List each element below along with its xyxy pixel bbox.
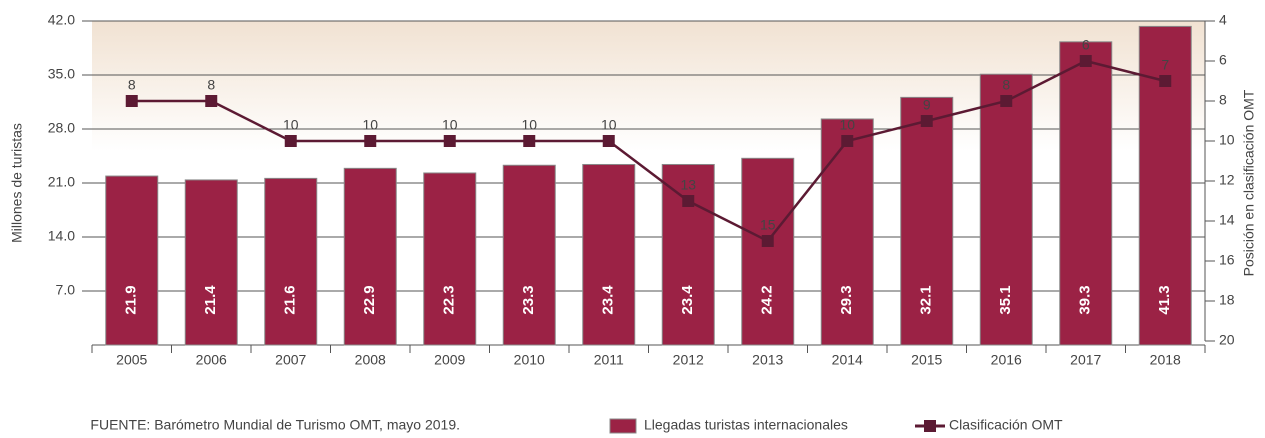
- bar: [741, 157, 795, 346]
- bar-value-label: 21.6: [282, 285, 299, 314]
- legend-swatch: [924, 420, 936, 432]
- line-value-label: 7: [1161, 57, 1169, 73]
- bar-value-label: 23.4: [679, 285, 696, 315]
- source: FUENTE: Barómetro Mundial de Turismo OMT…: [90, 417, 460, 433]
- x-tick-label: 2013: [752, 352, 783, 368]
- line-value-label: 13: [680, 177, 696, 193]
- bar: [264, 177, 318, 346]
- line-marker: [602, 135, 615, 147]
- x-tick-label: 2010: [514, 352, 545, 368]
- line-marker: [523, 135, 536, 147]
- line-marker: [1079, 55, 1092, 67]
- bar-value-label: 29.3: [838, 285, 855, 314]
- line-marker: [841, 135, 854, 147]
- y2-tick-label: 10: [1219, 132, 1235, 148]
- x-tick-label: 2018: [1150, 352, 1181, 368]
- y2-tick-label: 18: [1219, 292, 1235, 308]
- bar: [979, 73, 1033, 346]
- bar: [582, 163, 636, 346]
- bar: [1059, 41, 1113, 346]
- bar: [900, 96, 954, 346]
- line-marker: [205, 95, 218, 107]
- bar-value-label: 22.9: [361, 285, 378, 314]
- bar: [820, 118, 874, 346]
- y-tick-label: 42.0: [48, 12, 75, 28]
- line-marker: [682, 195, 695, 207]
- y2-tick-label: 6: [1219, 52, 1227, 68]
- line-value-label: 8: [128, 77, 136, 93]
- y2-axis-label: Posición en clasificación OMT: [1241, 89, 1257, 276]
- line-marker: [1000, 95, 1013, 107]
- line-value-label: 8: [1002, 77, 1010, 93]
- y-tick-label: 7.0: [56, 282, 76, 298]
- line-marker: [364, 135, 377, 147]
- bar: [661, 163, 715, 346]
- bar: [184, 179, 238, 346]
- y2-tick-label: 8: [1219, 92, 1227, 108]
- y2-tick-label: 20: [1219, 332, 1235, 348]
- x-tick-label: 2008: [355, 352, 386, 368]
- bar-value-label: 32.1: [918, 285, 935, 314]
- line-marker: [284, 135, 297, 147]
- bar-value-label: 35.1: [997, 285, 1014, 314]
- legend-swatch: [609, 418, 637, 434]
- line-value-label: 10: [442, 117, 458, 133]
- line-value-label: 9: [923, 97, 931, 113]
- x-tick-label: 2016: [991, 352, 1022, 368]
- line: [131, 59, 1166, 243]
- y2-tick-label: 16: [1219, 252, 1235, 268]
- x-tick-label: 2012: [673, 352, 704, 368]
- line-value-label: 10: [839, 117, 855, 133]
- legend-label: Clasificación OMT: [949, 417, 1063, 433]
- line-marker: [125, 95, 138, 107]
- bar-value-label: 23.4: [600, 285, 617, 315]
- line-marker: [761, 235, 774, 247]
- bar-value-label: 21.4: [202, 285, 219, 315]
- line-marker: [920, 115, 933, 127]
- y2-tick-label: 12: [1219, 172, 1235, 188]
- bar-value-label: 24.2: [759, 285, 776, 314]
- bar-value-label: 21.9: [123, 285, 140, 314]
- bar: [502, 164, 556, 346]
- x-tick-label: 2007: [275, 352, 306, 368]
- y-tick-label: 14.0: [48, 228, 75, 244]
- x-tick-label: 2017: [1070, 352, 1101, 368]
- legend-label: Llegadas turistas internacionales: [644, 417, 848, 433]
- bar-value-label: 23.3: [520, 285, 537, 314]
- line-value-label: 10: [283, 117, 299, 133]
- x-tick-label: 2006: [196, 352, 227, 368]
- x-tick-label: 2015: [911, 352, 942, 368]
- bar: [105, 175, 159, 346]
- bar-value-label: 22.3: [441, 285, 458, 314]
- line-marker: [1159, 75, 1172, 87]
- x-tick-label: 2014: [832, 352, 863, 368]
- bar: [423, 172, 477, 346]
- line-value-label: 6: [1082, 37, 1090, 53]
- line-value-label: 10: [601, 117, 617, 133]
- y-axis-label: Millones de turistas: [9, 123, 25, 243]
- y2-tick-label: 4: [1219, 12, 1227, 28]
- line-value-label: 10: [521, 117, 537, 133]
- y-tick-label: 28.0: [48, 120, 75, 136]
- y2-tick-label: 14: [1219, 212, 1235, 228]
- line-value-label: 8: [207, 77, 215, 93]
- x-tick-label: 2005: [116, 352, 147, 368]
- y-tick-label: 35.0: [48, 66, 75, 82]
- x-tick-label: 2011: [594, 352, 624, 368]
- line-value-label: 15: [760, 217, 776, 233]
- line-marker: [443, 135, 456, 147]
- bar: [343, 167, 397, 346]
- line-value-label: 10: [362, 117, 378, 133]
- y-tick-label: 21.0: [48, 174, 75, 190]
- bar-value-label: 39.3: [1077, 285, 1094, 314]
- bar-value-label: 41.3: [1156, 285, 1173, 314]
- x-tick-label: 2009: [434, 352, 465, 368]
